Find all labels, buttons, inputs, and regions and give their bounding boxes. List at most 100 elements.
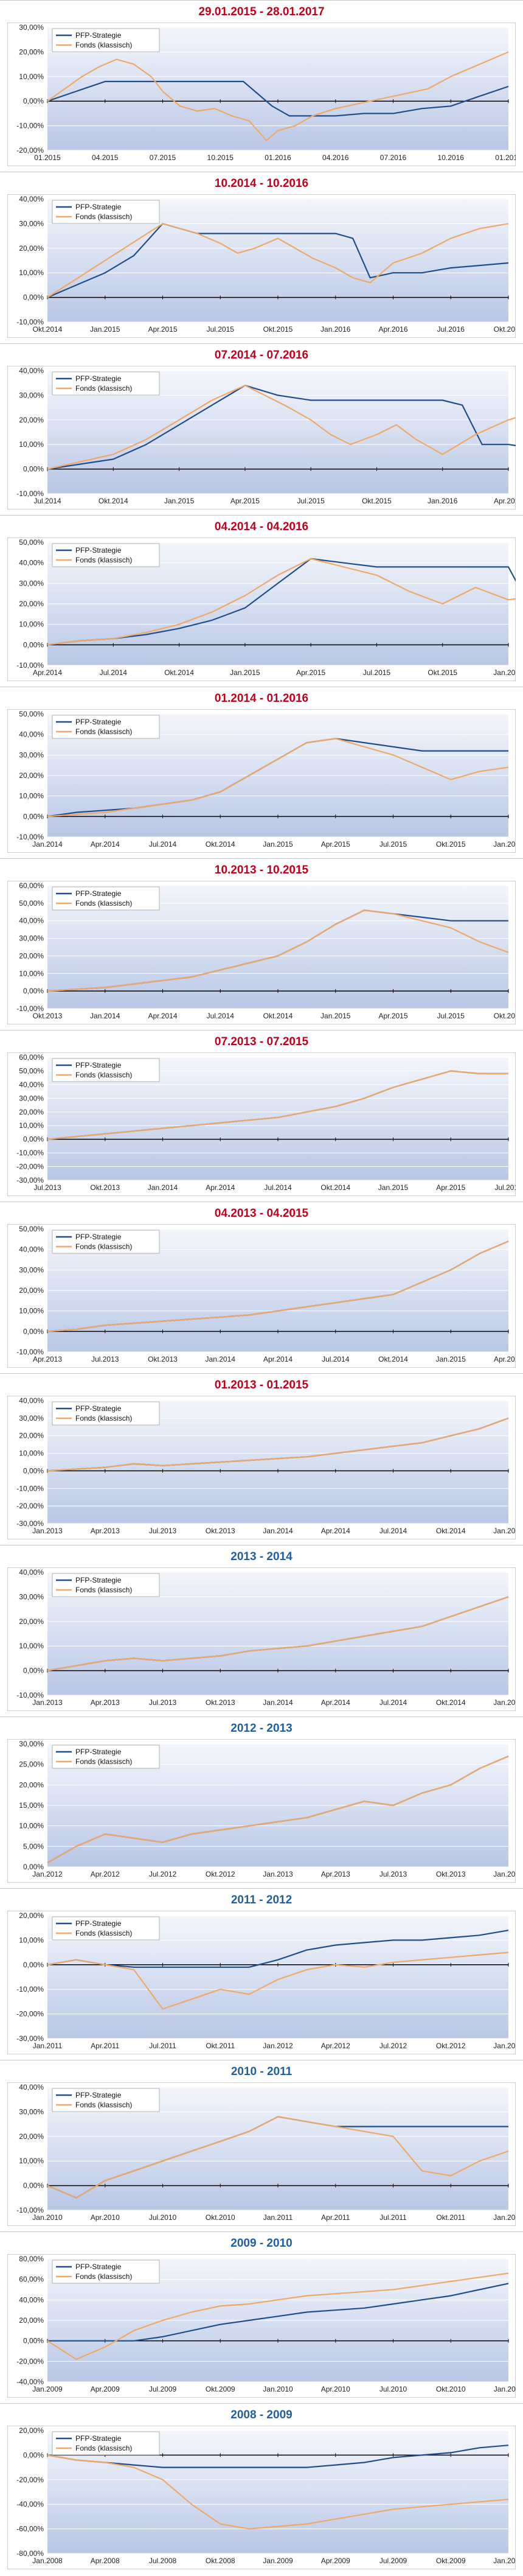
y-tick-label: 20,00% <box>19 1617 44 1626</box>
x-tick-label: 07.2015 <box>150 153 176 162</box>
y-tick-label: 20,00% <box>19 2316 44 2325</box>
chart-panel: 01.2014 - 01.2016 50,00% 40,00% 30,00% 20,00… <box>0 687 523 859</box>
x-tick-label: Okt.2014 <box>378 1355 408 1363</box>
chart-panel: 04.2014 - 04.2016 50,00% 40,00% 30,00% 20,00… <box>0 515 523 687</box>
chart-panel: 10.2014 - 10.2016 40,00% 30,00% 20,00% 10,00… <box>0 172 523 344</box>
legend-label: Fonds (klassisch) <box>75 1757 132 1766</box>
y-tick-label: 80,00% <box>19 2255 44 2263</box>
x-tick-label: Jan.2015 <box>90 325 120 334</box>
x-tick-label: Jul.2013 <box>149 1698 177 1707</box>
x-tick-label: Apr.2016 <box>378 325 407 334</box>
x-tick-label: Okt.2009 <box>206 2385 235 2393</box>
x-tick-label: Jan.2013 <box>493 2042 516 2050</box>
x-tick-label: Okt.2014 <box>33 325 63 334</box>
chart-panel: 07.2013 - 07.2015 60,00% 50,00% 40,00% 30,00… <box>0 1030 523 1202</box>
y-tick-label: 40,00% <box>19 917 44 925</box>
y-tick-label: 0,00% <box>23 2182 44 2190</box>
y-tick-label: -20,00% <box>16 1163 44 1171</box>
legend-box <box>52 1230 160 1254</box>
y-tick-label: -10,00% <box>16 318 44 326</box>
series-line-fund <box>47 738 509 817</box>
x-tick-label: Okt.2008 <box>206 2557 235 2565</box>
y-tick-label: 0,00% <box>23 1135 44 1144</box>
y-tick-label: 50,00% <box>19 1225 44 1233</box>
y-tick-label: 0,00% <box>23 2337 44 2345</box>
chart-title: 2011 - 2012 <box>230 1894 293 1906</box>
y-tick-label: -10,00% <box>16 1985 44 1993</box>
x-tick-label: Jan.2014 <box>32 840 63 849</box>
chart-title: 2010 - 2011 <box>230 2065 293 2078</box>
y-tick-label: 20,00% <box>19 1108 44 1116</box>
chart-plot: 50,00% 40,00% 30,00% 20,00% 10,00% 0,00% -10,0… <box>7 709 516 853</box>
x-tick-label: Jan.2010 <box>493 2557 516 2565</box>
legend-label: Fonds (klassisch) <box>75 2444 132 2452</box>
chart-title: 04.2014 - 04.2016 <box>214 520 309 533</box>
y-tick-label: -10,00% <box>16 1348 44 1356</box>
x-tick-label: Jan.2015 <box>263 840 293 849</box>
y-tick-label: 20,00% <box>19 2132 44 2141</box>
legend-box <box>52 2088 160 2112</box>
x-tick-label: Jan.2014 <box>263 1527 293 1535</box>
y-tick-label: 10,00% <box>19 792 44 800</box>
y-tick-label: 10,00% <box>19 268 44 277</box>
legend-label: Fonds (klassisch) <box>75 727 132 736</box>
y-tick-label: -20,00% <box>16 146 44 155</box>
x-tick-label: Jul.2014 <box>322 1355 350 1363</box>
chart-panel: 2013 - 2014 40,00% 30,00% 20,00% 10,00% 0,00%… <box>0 1545 523 1717</box>
legend-label: PFP-Strategie <box>75 889 122 898</box>
chart-title: 10.2013 - 10.2015 <box>214 864 309 877</box>
y-tick-label: -10,00% <box>16 489 44 498</box>
x-tick-label: Apr.2013 <box>33 1355 62 1363</box>
x-tick-label: Okt.2014 <box>320 1183 350 1192</box>
y-tick-label: 10,00% <box>19 1307 44 1315</box>
y-tick-label: 0,00% <box>23 1327 44 1335</box>
x-tick-label: Okt.2015 <box>494 1012 516 1020</box>
y-tick-label: 40,00% <box>19 2083 44 2091</box>
x-tick-label: 01.2016 <box>265 153 291 162</box>
x-tick-label: Okt.2011 <box>436 2213 465 2222</box>
x-tick-label: Jan.2015 <box>378 1183 409 1192</box>
y-tick-label: 15,00% <box>19 1801 44 1810</box>
x-tick-label: Jul.2011 <box>149 2042 176 2050</box>
chart-panel: 10.2013 - 10.2015 60,00% 50,00% 40,00% 30,00… <box>0 858 523 1031</box>
x-tick-label: Apr.2008 <box>91 2557 120 2565</box>
chart-panel: 2010 - 2011 40,00% 30,00% 20,00% 10,00% 0,00%… <box>0 2060 523 2232</box>
series-line-fund <box>47 1417 509 1472</box>
chart-title: 01.2013 - 01.2015 <box>214 1379 309 1391</box>
x-tick-label: Jul.2014 <box>264 1183 292 1192</box>
x-tick-label: 10.2016 <box>438 153 465 162</box>
x-tick-label: Jan.2016 <box>428 497 458 505</box>
series-line-fund <box>47 51 509 141</box>
y-tick-label: 10,00% <box>19 620 44 629</box>
y-tick-label: -40,00% <box>16 2500 44 2508</box>
x-tick-label: Apr.2014 <box>321 1527 350 1535</box>
x-tick-label: Jul.2015 <box>363 668 391 677</box>
y-tick-label: 10,00% <box>19 1936 44 1944</box>
y-tick-label: 0,00% <box>23 465 44 474</box>
chart-panel: 29.01.2015 - 28.01.2017 30,00% 20,00% 10,00… <box>0 0 523 172</box>
legend-box <box>52 1401 160 1426</box>
legend-label: PFP-Strategie <box>75 1404 122 1413</box>
y-tick-label: 60,00% <box>19 881 44 890</box>
x-tick-label: Okt.2014 <box>164 668 194 677</box>
y-tick-label: 20,00% <box>19 1432 44 1440</box>
y-tick-label: 10,00% <box>19 72 44 81</box>
y-tick-label: -10,00% <box>16 833 44 841</box>
y-tick-label: 0,00% <box>23 1961 44 1969</box>
chart-panel: 01.2013 - 01.2015 40,00% 30,00% 20,00% 10,00… <box>0 1373 523 1545</box>
x-tick-label: Apr.2015 <box>321 840 350 849</box>
chart-title: 07.2013 - 07.2015 <box>214 1035 309 1048</box>
chart-plot: 20,00%10,00%0,00%-10,00%-20,00%-30,00%Ja… <box>7 1911 516 2054</box>
x-tick-label: Jan.2013 <box>263 1870 293 1878</box>
series-line-strategy <box>47 385 516 470</box>
legend-label: PFP-Strategie <box>75 31 122 40</box>
y-tick-label: 10,00% <box>19 440 44 449</box>
y-tick-label: -30,00% <box>16 2034 44 2043</box>
chart-plot: 60,00% 50,00% 40,00% 30,00% 20,00% 10,00% 0,00… <box>7 1052 516 1196</box>
x-tick-label: Apr.2015 <box>494 1355 516 1363</box>
legend-box <box>52 1573 160 1597</box>
